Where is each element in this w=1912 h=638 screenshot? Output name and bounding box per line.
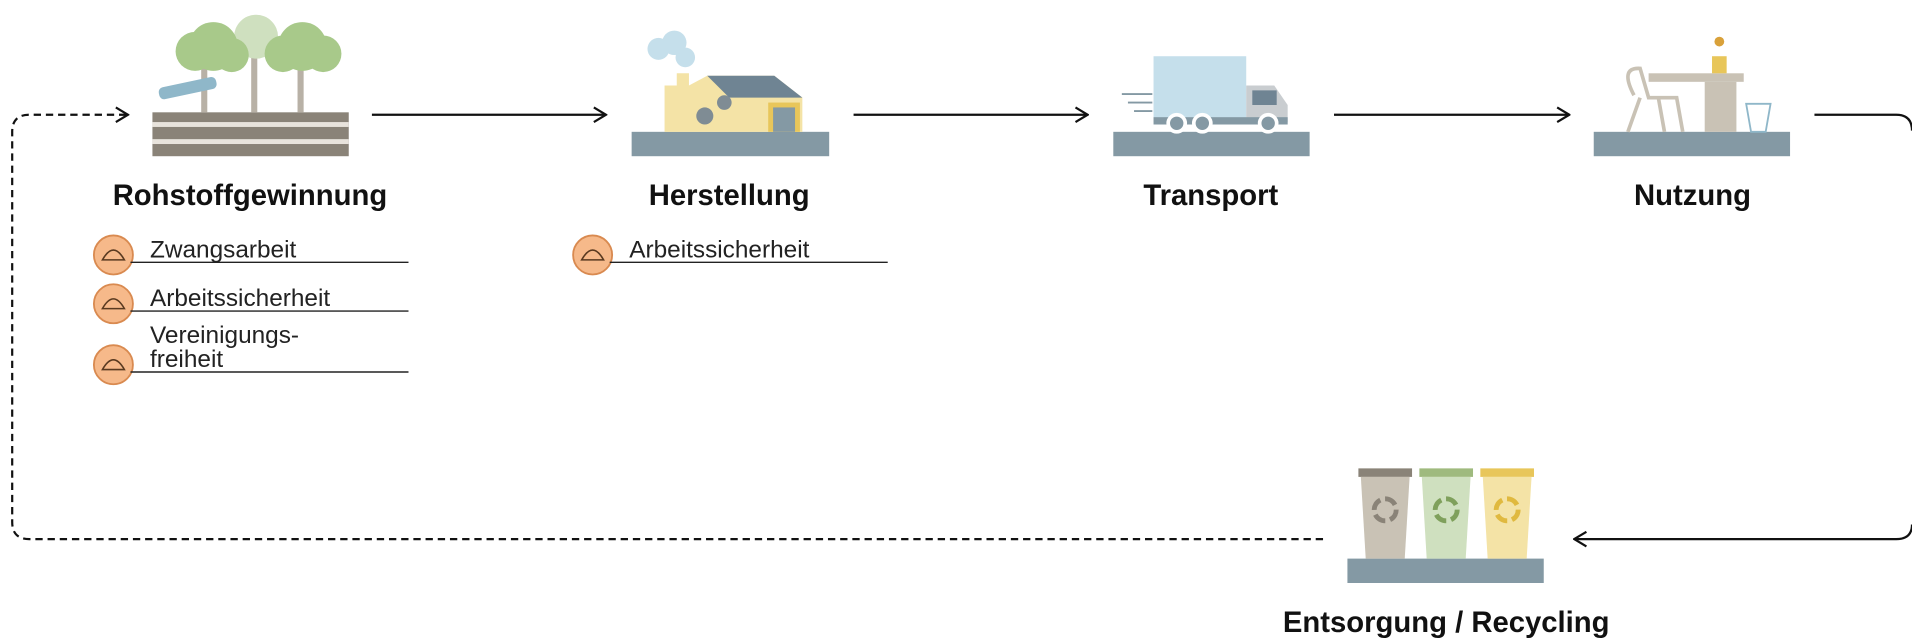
issue-label: Arbeitssicherheit: [150, 285, 330, 312]
issue-label: Vereinigungs-: [150, 322, 299, 349]
stage-label: Entsorgung / Recycling: [1283, 607, 1610, 638]
icon-bins: [1347, 468, 1543, 583]
stage-label: Herstellung: [649, 180, 810, 212]
issue-icon: [94, 235, 133, 274]
diagram: Rohstoffgewinnung Zwangsarbeit Arbeitssich…: [0, 0, 1912, 638]
page: {"stages":[ {"label":"Rohstoffgewinnung"…: [0, 0, 1912, 638]
issue-label: Arbeitssicherheit: [629, 236, 809, 263]
issue-icon: [573, 235, 612, 274]
icon-truck: [1113, 56, 1309, 156]
icon-desk: [1594, 37, 1790, 157]
issue-label: freiheit: [150, 346, 223, 373]
issue-icon: [94, 284, 133, 323]
issue-label: Zwangsarbeit: [150, 236, 297, 263]
icon-factory: [632, 31, 830, 157]
stage-label: Transport: [1143, 180, 1278, 212]
icon-forest: [152, 15, 348, 156]
issue-icon: [94, 345, 133, 384]
stage-label: Nutzung: [1634, 180, 1751, 212]
stage-label: Rohstoffgewinnung: [113, 180, 388, 212]
